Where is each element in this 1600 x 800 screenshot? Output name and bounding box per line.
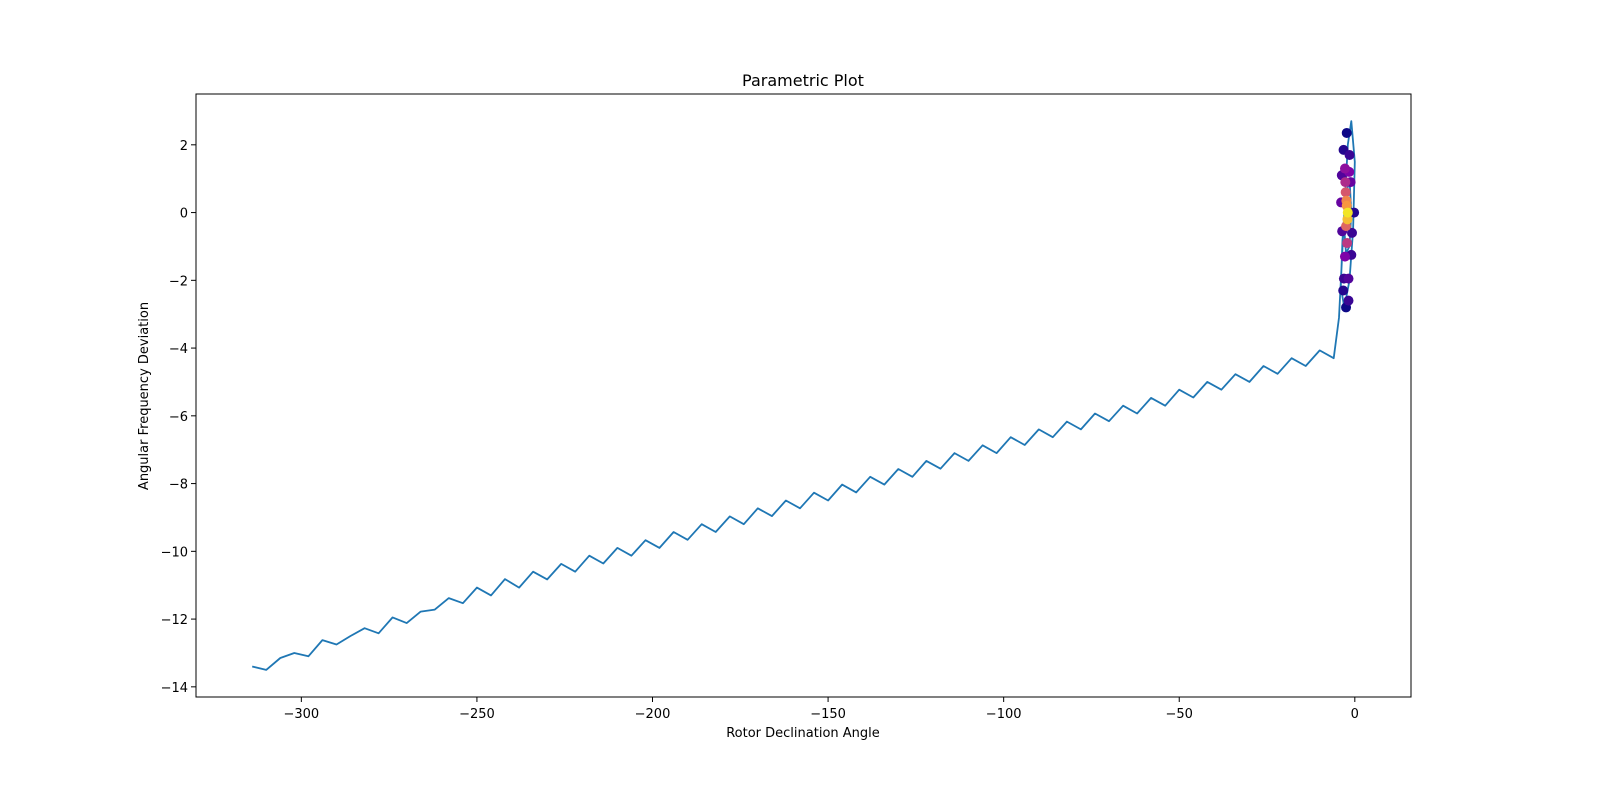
scatter-point [1344, 149, 1355, 160]
scatter-point [1343, 273, 1354, 284]
chart-title: Parametric Plot [742, 71, 864, 90]
scatter-point [1343, 295, 1354, 306]
trajectory-line [251, 120, 1356, 671]
y-tick-label: −10 [161, 545, 188, 560]
y-axis-ticks: 2 0 −2 −4 −6 −8 −10 −12 −14 [161, 139, 196, 696]
scatter-point [1347, 227, 1358, 238]
plot-area-frame [195, 93, 1412, 698]
x-tick-label: −200 [635, 707, 671, 722]
y-tick-label: −8 [169, 478, 188, 493]
x-axis-label: Rotor Declination Angle [726, 726, 880, 741]
x-tick-label: −150 [810, 707, 846, 722]
scatter-point [1342, 207, 1353, 218]
scatter-point [1339, 163, 1350, 174]
plot-data-layer [251, 120, 1360, 671]
x-tick-label: −300 [283, 707, 319, 722]
scatter-point [1341, 127, 1352, 138]
x-tick-label: −100 [986, 707, 1022, 722]
y-tick-label: 0 [180, 207, 188, 222]
y-tick-label: −12 [161, 613, 188, 628]
scatter-point [1342, 238, 1353, 249]
y-tick-label: 2 [180, 139, 188, 154]
x-tick-label: 0 [1351, 707, 1359, 722]
y-tick-label: −6 [169, 410, 188, 425]
y-axis-label: Angular Frequency Deviation [137, 302, 152, 490]
scatter-point [1340, 187, 1351, 198]
scatter-point [1338, 285, 1349, 296]
scatter-point [1340, 177, 1351, 188]
x-tick-label: −50 [1166, 707, 1193, 722]
scatter-point [1339, 251, 1350, 262]
x-axis-ticks: −300 −250 −200 −150 −100 −50 0 [283, 697, 1359, 722]
y-tick-label: −2 [169, 274, 188, 289]
y-tick-label: −4 [169, 342, 188, 357]
x-tick-label: −250 [459, 707, 495, 722]
y-tick-label: −14 [161, 681, 188, 696]
